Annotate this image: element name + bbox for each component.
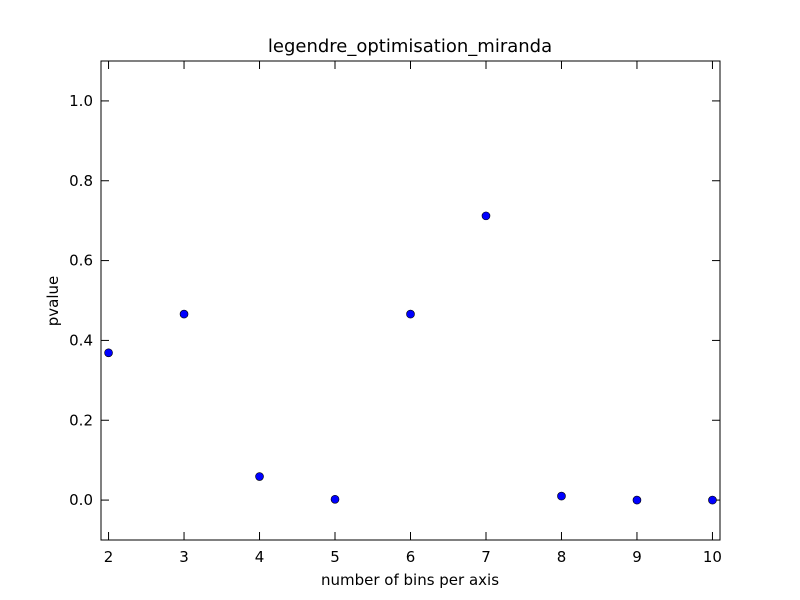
y-tick-label: 0.8 (69, 172, 93, 190)
x-tick-label: 8 (557, 548, 567, 566)
chart-title: legendre_optimisation_miranda (268, 36, 552, 57)
y-tick-label: 0.4 (69, 331, 93, 349)
x-tick-label: 9 (632, 548, 642, 566)
data-point (481, 211, 491, 221)
data-point (708, 495, 717, 505)
data-point (406, 309, 415, 319)
x-tick-label: 3 (179, 548, 189, 566)
data-point (255, 472, 264, 481)
y-axis-label: pvalue (44, 276, 62, 327)
plot-frame (100, 60, 721, 541)
data-point (179, 309, 189, 319)
x-tick-label: 4 (255, 548, 265, 566)
y-tick-label: 0.6 (69, 252, 93, 270)
x-tick-label: 6 (406, 548, 416, 566)
y-tick-label: 1.0 (69, 92, 93, 110)
y-tick-label: 0.2 (69, 411, 93, 429)
x-tick-label: 7 (481, 548, 491, 566)
data-points (104, 211, 717, 505)
data-point (557, 491, 566, 501)
y-tick-label: 0.0 (69, 491, 93, 509)
x-axis-label: number of bins per axis (321, 571, 499, 589)
data-point (330, 494, 340, 504)
data-point (104, 348, 113, 358)
x-tick-label: 2 (104, 548, 114, 566)
x-tick-label: 5 (330, 548, 340, 566)
axis-ticks: 2 3 4 5 6 7 8 9 10 0.0 0.2 0.4 0.6 0.8 1.0 (69, 61, 722, 566)
x-tick-label: 10 (703, 548, 722, 566)
data-point (632, 495, 642, 505)
